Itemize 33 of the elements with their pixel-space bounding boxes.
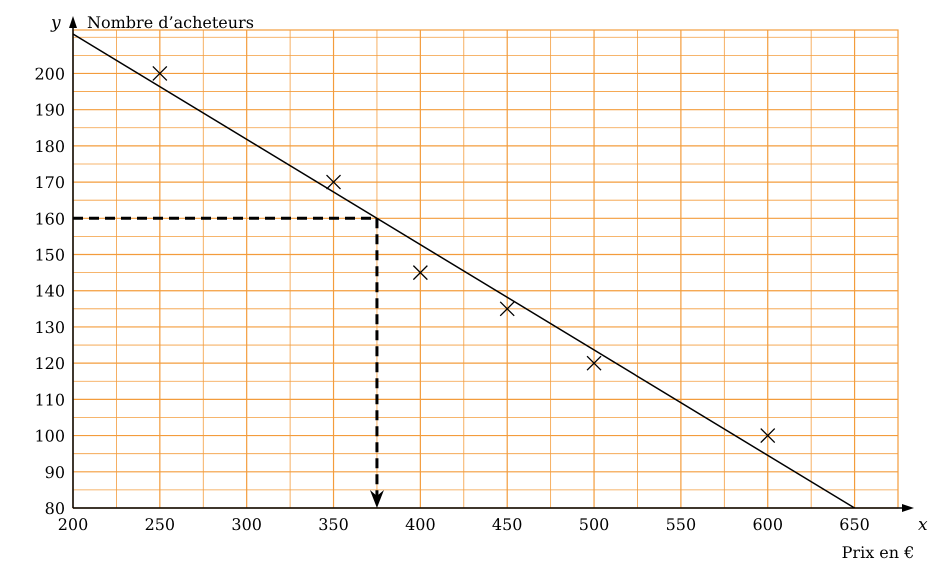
point [760,428,776,444]
y-tick-label: 170 [34,173,65,192]
y-tick-label: 200 [34,64,65,84]
point [500,301,515,316]
y-tick-label: 160 [34,209,65,228]
y-tick-label: 140 [34,282,65,301]
point [586,356,602,371]
x-tick-label: 350 [318,515,349,534]
y-tick-label: 100 [34,426,65,446]
y-axis-title: Nombre d’acheteurs [87,13,254,32]
y-tick-label: 190 [34,100,65,120]
y-tick-label: 180 [34,136,65,156]
x-tick-label: 600 [752,515,784,534]
x-tick-label: 500 [578,515,610,534]
text: x [918,515,928,535]
x-tick-label: 650 [839,515,870,534]
y-tick-label: 120 [34,354,65,374]
x-tick-label: 550 [666,515,696,534]
x-tick-label: 450 [492,515,522,534]
x-tick-label: 200 [58,515,88,534]
text: y [50,13,61,33]
x-tick-label: 300 [231,515,262,534]
point [412,264,428,280]
y-tick-label: 80 [44,499,65,518]
y-tick-label: 90 [44,462,65,482]
x-tick-label: 400 [405,515,436,534]
x-axis-title: Prix en € [842,543,914,562]
y-tick-label: 110 [34,390,65,410]
x-tick-label: 250 [144,515,176,534]
point [326,174,342,190]
point [152,66,168,82]
y-tick-label: 150 [34,246,65,265]
y-tick-label: 130 [34,318,65,337]
